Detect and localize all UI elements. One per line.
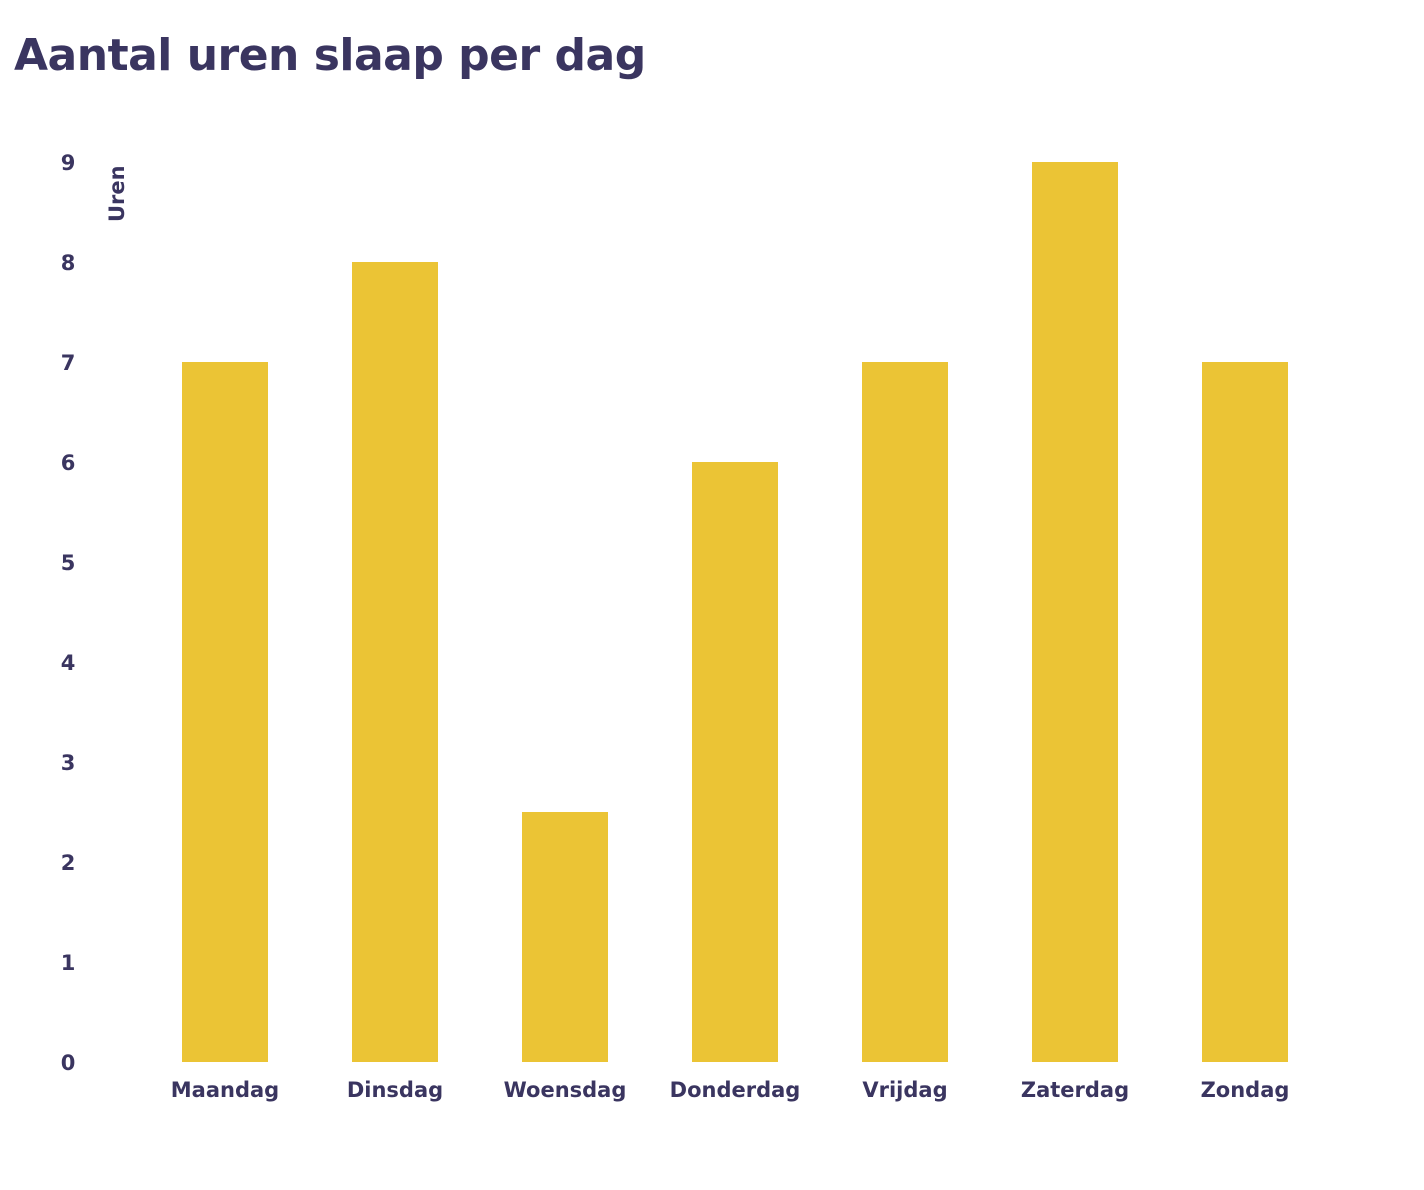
bar [692, 462, 778, 1062]
bar [182, 362, 268, 1062]
y-tick-label: 7 [61, 351, 76, 375]
y-axis-ticks: 0 1 2 3 4 5 6 7 8 9 [61, 151, 76, 1075]
y-tick-label: 0 [61, 1051, 76, 1075]
chart-title: Aantal uren slaap per dag [14, 30, 646, 81]
bar [352, 262, 438, 1062]
x-axis-labels: Maandag Dinsdag Woensdag Donderdag Vrijdag Za… [171, 1078, 1290, 1102]
x-category-label: Zaterdag [1021, 1078, 1129, 1102]
y-axis-title: Uren [105, 165, 129, 222]
y-tick-label: 5 [61, 551, 76, 575]
y-tick-label: 3 [61, 751, 76, 775]
y-tick-label: 9 [61, 151, 76, 175]
bar [1202, 362, 1288, 1062]
x-category-label: Woensdag [504, 1078, 627, 1102]
y-tick-label: 2 [61, 851, 76, 875]
x-category-label: Donderdag [670, 1078, 801, 1102]
x-category-label: Maandag [171, 1078, 279, 1102]
bar [522, 812, 608, 1062]
y-tick-label: 4 [61, 651, 76, 675]
bars [182, 162, 1288, 1062]
bar [1032, 162, 1118, 1062]
x-category-label: Dinsdag [347, 1078, 443, 1102]
y-tick-label: 6 [61, 451, 76, 475]
y-tick-label: 1 [61, 951, 76, 975]
x-category-label: Vrijdag [862, 1078, 947, 1102]
y-tick-label: 8 [61, 251, 76, 275]
x-category-label: Zondag [1201, 1078, 1290, 1102]
bar [862, 362, 948, 1062]
